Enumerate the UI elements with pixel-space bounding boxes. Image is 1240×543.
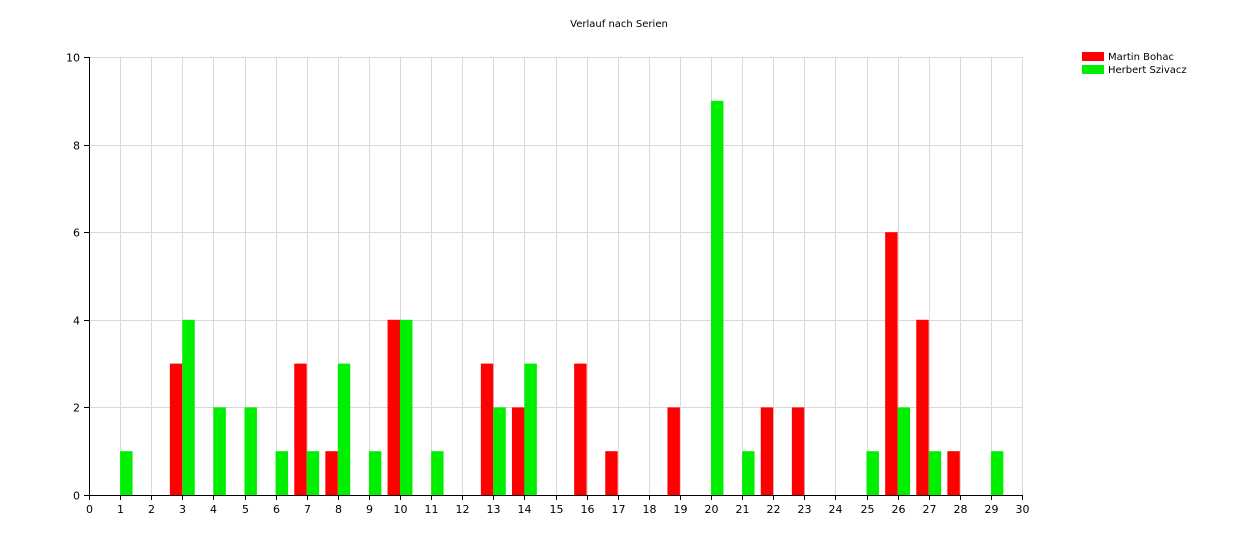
bar-herbert-szivacz-21 <box>742 451 755 495</box>
grid <box>89 57 1023 495</box>
x-tick-label: 6 <box>273 503 280 516</box>
bar-herbert-szivacz-27 <box>928 451 942 495</box>
bar-herbert-szivacz-14 <box>524 363 537 495</box>
x-tick-label: 30 <box>1016 503 1030 516</box>
bar-herbert-szivacz-20 <box>711 100 724 496</box>
x-tick-label: 21 <box>736 503 750 516</box>
bar-martin-bohac-22 <box>760 407 774 495</box>
x-tick-label: 9 <box>366 503 373 516</box>
x-tick-label: 10 <box>394 503 408 516</box>
x-tick-label: 1 <box>117 503 124 516</box>
bars <box>120 100 1004 496</box>
y-tick-label: 8 <box>73 140 80 153</box>
bar-martin-bohac-28 <box>947 451 960 495</box>
bar-martin-bohac-26 <box>885 232 898 495</box>
legend-swatch <box>1082 52 1104 61</box>
bar-herbert-szivacz-7 <box>306 451 320 495</box>
bar-herbert-szivacz-5 <box>244 407 257 495</box>
bar-martin-bohac-10 <box>387 319 400 495</box>
bar-martin-bohac-17 <box>605 451 618 495</box>
legend-label: Martin Bohac <box>1108 52 1174 63</box>
x-tick-label: 22 <box>767 503 781 516</box>
bar-martin-bohac-23 <box>791 407 805 495</box>
x-tick-label: 8 <box>335 503 342 516</box>
bar-herbert-szivacz-13 <box>493 407 506 495</box>
bar-herbert-szivacz-25 <box>866 451 879 495</box>
legend-label: Herbert Szivacz <box>1108 65 1187 76</box>
bar-martin-bohac-14 <box>511 407 525 495</box>
bar-herbert-szivacz-26 <box>897 407 911 495</box>
y-tick-label: 6 <box>73 227 80 240</box>
x-tick-label: 20 <box>705 503 719 516</box>
x-tick-label: 15 <box>550 503 564 516</box>
x-tick-label: 23 <box>798 503 812 516</box>
axes: 0 1 2 3 4 5 6 7 8 9 10 11 12 13 14 15 16 17 18 19 20 21 22 23 24… <box>66 52 1030 517</box>
y-tick-label: 4 <box>73 315 80 328</box>
x-tick-label: 27 <box>923 503 937 516</box>
x-tick-label: 18 <box>643 503 657 516</box>
x-tick-label: 16 <box>581 503 595 516</box>
bar-herbert-szivacz-11 <box>431 451 444 495</box>
bar-herbert-szivacz-8 <box>337 363 351 495</box>
bar-martin-bohac-16 <box>574 363 587 495</box>
y-tick-label: 10 <box>66 52 80 65</box>
bar-herbert-szivacz-29 <box>990 451 1004 495</box>
x-tick-label: 11 <box>425 503 439 516</box>
x-tick-label: 12 <box>456 503 470 516</box>
bar-herbert-szivacz-4 <box>213 407 226 495</box>
x-tick-label: 5 <box>242 503 249 516</box>
x-tick-label: 3 <box>179 503 186 516</box>
x-tick-label: 2 <box>148 503 155 516</box>
x-tick-label: 26 <box>892 503 906 516</box>
bar-martin-bohac-13 <box>480 363 494 495</box>
x-tick-label: 14 <box>518 503 532 516</box>
bar-martin-bohac-27 <box>916 319 929 495</box>
x-tick-label: 29 <box>985 503 999 516</box>
x-tick-label: 7 <box>304 503 311 516</box>
x-tick-label: 19 <box>674 503 688 516</box>
x-tick-label: 24 <box>829 503 843 516</box>
bar-martin-bohac-8 <box>325 451 338 495</box>
x-tick-label: 25 <box>861 503 875 516</box>
bar-herbert-szivacz-10 <box>400 319 413 495</box>
x-tick-label: 17 <box>612 503 626 516</box>
legend-swatch <box>1082 65 1104 74</box>
chart-title: Verlauf nach Serien <box>570 19 668 30</box>
x-tick-label: 4 <box>210 503 217 516</box>
bar-herbert-szivacz-3 <box>182 319 195 495</box>
bar-herbert-szivacz-9 <box>368 451 382 495</box>
x-tick-label: 13 <box>487 503 501 516</box>
legend: Martin Bohac Herbert Szivacz <box>1082 52 1187 76</box>
bar-martin-bohac-3 <box>169 363 183 495</box>
bar-martin-bohac-19 <box>667 407 680 495</box>
x-tick-label: 28 <box>954 503 968 516</box>
bar-martin-bohac-7 <box>294 363 307 495</box>
y-tick-label: 2 <box>73 402 80 415</box>
bar-herbert-szivacz-1 <box>120 451 133 495</box>
bar-herbert-szivacz-6 <box>275 451 289 495</box>
x-tick-label: 0 <box>86 503 93 516</box>
y-tick-label: 0 <box>73 490 80 503</box>
